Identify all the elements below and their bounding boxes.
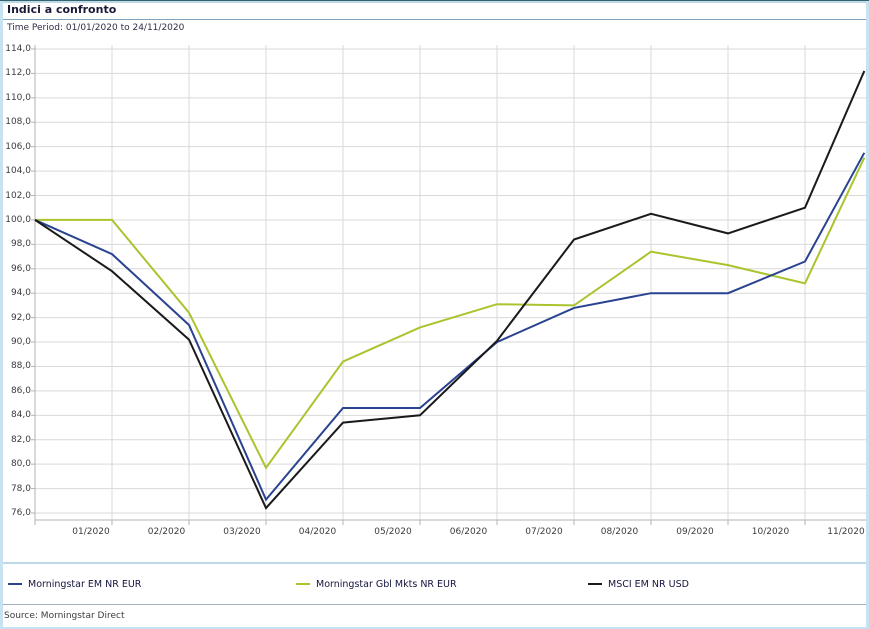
series-line-0 <box>34 152 866 502</box>
y-axis-label: 90,0 <box>10 337 31 348</box>
legend-swatch-green <box>296 583 310 585</box>
y-axis-label: 106,0 <box>5 141 31 152</box>
y-axis-label: 94,0 <box>10 288 31 299</box>
y-axis-label: 80,0 <box>10 459 31 470</box>
x-axis-label: 10/2020 <box>751 527 790 537</box>
legend-label: Morningstar Gbl Mkts NR EUR <box>316 578 457 590</box>
y-axis-label: 104,0 <box>5 166 31 177</box>
plot-area <box>31 45 866 525</box>
y-axis-label: 78,0 <box>10 483 31 494</box>
legend-swatch-blue <box>8 583 22 585</box>
y-axis-label: 76,0 <box>10 508 31 518</box>
border-left <box>0 1 3 629</box>
y-axis-label: 108,0 <box>5 117 31 128</box>
y-axis-label: 86,0 <box>10 385 31 396</box>
border-bottom <box>0 627 869 629</box>
y-axis-label: 110,0 <box>5 92 31 103</box>
chart-title-bar: Indici a confronto <box>7 2 857 17</box>
y-axis-label: 112,0 <box>5 68 31 79</box>
x-axis-label: 09/2020 <box>676 527 714 537</box>
x-axis-label: 08/2020 <box>600 527 639 537</box>
legend: Morningstar EM NR EUR Morningstar Gbl Mk… <box>0 562 869 605</box>
y-axis-label: 84,0 <box>10 410 31 421</box>
time-period-label: Time Period: 01/01/2020 to 24/11/2020 <box>7 23 185 33</box>
x-axis-label: 02/2020 <box>147 527 186 537</box>
line-chart: 114,0 112,0 110,0 108,0 106,0 104,0 102,0 100,0… <box>0 40 869 560</box>
border-top <box>0 1 869 3</box>
page-title: Indici a confronto <box>7 3 117 16</box>
y-axis-label: 102,0 <box>5 190 31 201</box>
x-axis-label: 11/2020 <box>827 527 865 537</box>
x-axis-label: 05/2020 <box>374 527 412 537</box>
x-axis-label: 04/2020 <box>298 527 337 537</box>
y-axis-label: 82,0 <box>10 434 31 445</box>
series-line-1 <box>35 157 866 470</box>
legend-item-morningstar-em: Morningstar EM NR EUR <box>8 564 141 604</box>
y-axis-label: 96,0 <box>10 263 31 274</box>
border-right <box>866 1 869 629</box>
source-label: Source: Morningstar Direct <box>4 611 125 621</box>
legend-swatch-black <box>588 583 602 585</box>
x-axis-label: 03/2020 <box>223 527 261 537</box>
legend-item-msci-em: MSCI EM NR USD <box>588 564 689 604</box>
y-axis-label: 92,0 <box>10 312 31 323</box>
y-axis-label: 114,0 <box>5 44 31 54</box>
x-axis-label: 01/2020 <box>72 527 110 537</box>
series-line-2 <box>34 70 866 510</box>
legend-item-morningstar-gbl: Morningstar Gbl Mkts NR EUR <box>296 564 457 604</box>
title-divider <box>0 19 869 20</box>
y-axis-label: 100,0 <box>5 214 31 225</box>
y-axis-label: 88,0 <box>10 361 31 372</box>
x-axis-label: 07/2020 <box>525 527 563 537</box>
y-axis-label: 98,0 <box>10 239 31 250</box>
x-axis-label: 06/2020 <box>449 527 488 537</box>
legend-label: MSCI EM NR USD <box>608 578 689 590</box>
legend-label: Morningstar EM NR EUR <box>28 578 142 590</box>
